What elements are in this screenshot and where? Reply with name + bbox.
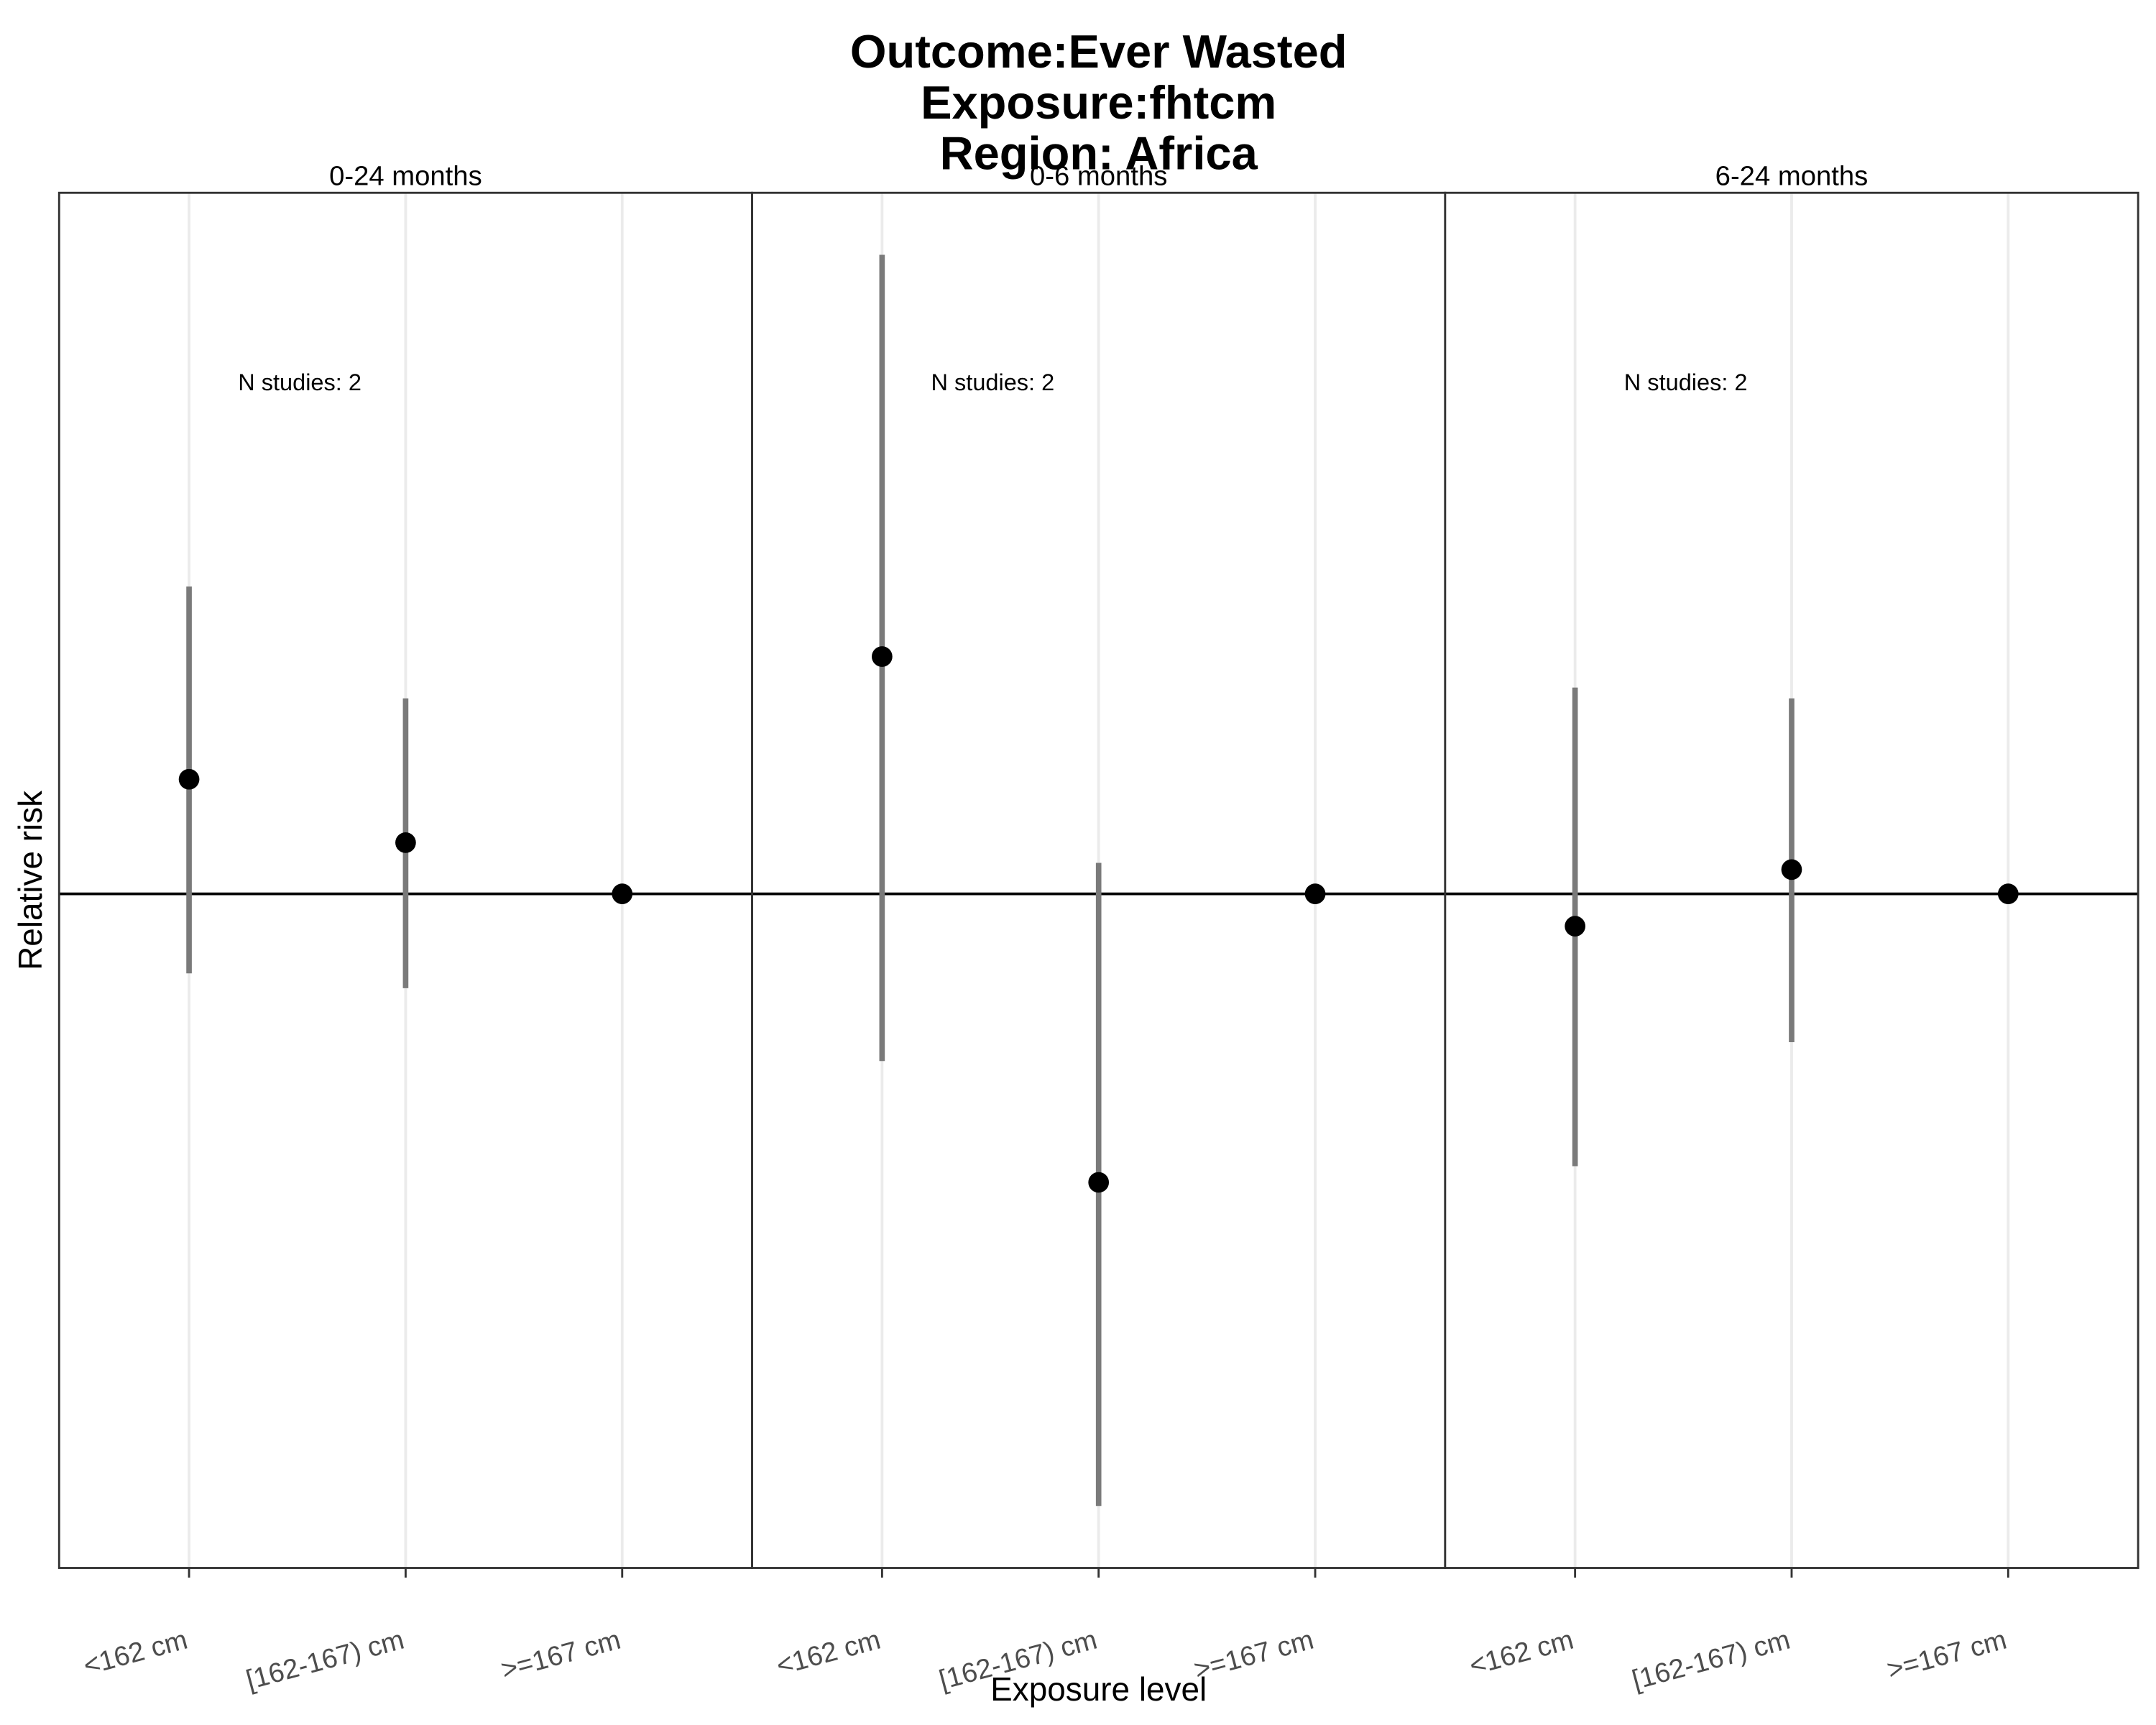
x-tick-label: <162 cm xyxy=(80,1624,191,1682)
point xyxy=(612,883,633,904)
facet-label: 6-24 months xyxy=(1715,160,1869,191)
x-tick-label: [162-167) cm xyxy=(1629,1624,1794,1696)
y-axis-label: Relative risk xyxy=(11,790,49,970)
point xyxy=(872,646,893,667)
facet-label: 0-6 months xyxy=(1030,160,1167,191)
chart-title: Outcome:Ever Wasted xyxy=(850,25,1348,78)
x-tick-label: >=167 cm xyxy=(1191,1624,1317,1686)
point xyxy=(1088,1172,1110,1193)
point xyxy=(1781,859,1802,880)
chart-title: Region: Africa xyxy=(940,127,1258,180)
annotation: N studies: 2 xyxy=(238,369,361,395)
point xyxy=(1304,883,1326,904)
chart-title: Exposure:fhtcm xyxy=(921,76,1276,129)
point xyxy=(395,832,416,853)
x-tick-label: <162 cm xyxy=(1466,1624,1577,1682)
x-tick-label: >=167 cm xyxy=(1884,1624,2009,1686)
facet-label: 0-24 months xyxy=(329,160,482,191)
x-tick-label: >=167 cm xyxy=(498,1624,624,1686)
point xyxy=(178,768,200,790)
x-tick-label: [162-167) cm xyxy=(243,1624,407,1696)
annotation: N studies: 2 xyxy=(931,369,1055,395)
point xyxy=(1565,916,1585,937)
point xyxy=(1997,883,2019,904)
x-tick-label: <162 cm xyxy=(773,1624,884,1682)
annotation: N studies: 2 xyxy=(1624,369,1748,395)
x-axis-label: Exposure level xyxy=(990,1670,1207,1708)
